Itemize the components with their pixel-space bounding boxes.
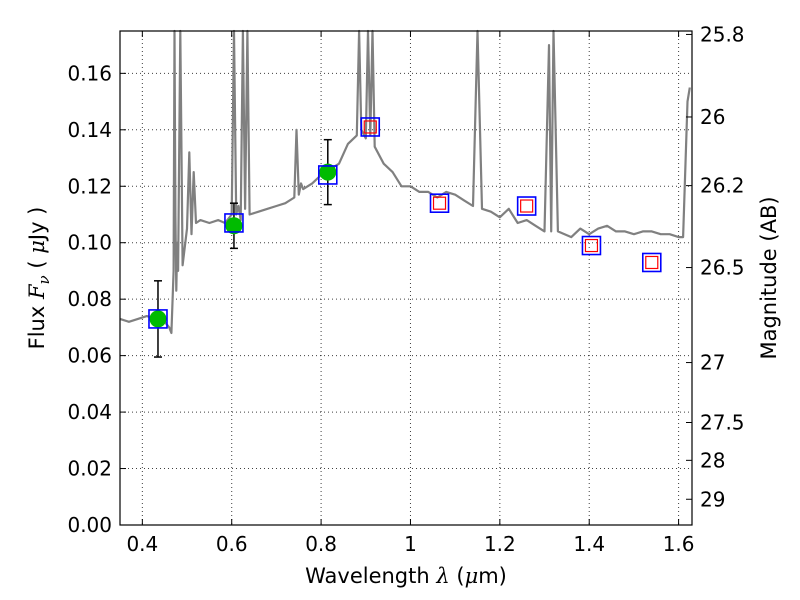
y2-tick-label-3: 26.5 [700, 256, 745, 280]
model-box-6 [581, 235, 602, 256]
y2-tick-label-2: 26.2 [700, 174, 745, 198]
y-tick-label-7: 0.14 [67, 118, 112, 142]
y-tick-label-1: 0.02 [67, 457, 112, 481]
model-box-2 [317, 165, 338, 185]
y-tick-label-4: 0.08 [67, 287, 112, 311]
y-tick-label-6: 0.12 [67, 174, 112, 198]
y2-tick-label-6: 28 [700, 448, 725, 472]
x-tick-label-6: 1.6 [663, 532, 695, 556]
spectrum-line [119, 29, 691, 335]
tick-layer: 0.4 0.6 0.8 1 1.2 1.4 1.6 0.00 0.02 0.04 0.06 0.08 0… [67, 22, 744, 556]
x-tick-label-4: 1.2 [484, 532, 516, 556]
measured-point-0 [149, 310, 167, 328]
y2-tick-label-1: 26 [700, 105, 725, 129]
inner-square-0 [363, 120, 377, 134]
y2-tick-label-0: 25.8 [700, 22, 745, 46]
y2-tick-label-7: 29 [700, 487, 725, 511]
y-tick-label-8: 0.16 [67, 61, 112, 85]
model-box-5 [516, 196, 537, 216]
x-tick-label-0: 0.4 [126, 532, 158, 556]
y2-axis-label: Magnitude (AB) [757, 196, 781, 359]
y-tick-label-5: 0.10 [67, 231, 112, 255]
model-box-1 [224, 213, 244, 233]
marker-layer [148, 117, 662, 358]
spectrum-layer [119, 29, 691, 335]
measured-point-2 [319, 163, 337, 181]
x-axis-label: Wavelength λ (μm) [305, 564, 507, 588]
y-tick-label-2: 0.04 [67, 400, 112, 424]
x-tick-label-3: 1 [404, 532, 417, 556]
inner-square-3 [584, 238, 599, 253]
x-tick-label-1: 0.6 [216, 532, 248, 556]
inner-square-2 [520, 199, 534, 213]
model-box-0 [148, 309, 168, 329]
y-tick-label-0: 0.00 [67, 513, 112, 537]
measured-point-1 [225, 217, 243, 235]
x-tick-label-2: 0.8 [305, 532, 337, 556]
y2-tick-label-4: 27 [700, 351, 725, 375]
inner-square-1 [432, 196, 447, 210]
model-box-4 [429, 193, 450, 213]
model-box-3 [360, 117, 381, 137]
inner-square-4 [645, 255, 659, 270]
y2-tick-label-5: 27.5 [700, 411, 745, 435]
y-tick-label-3: 0.06 [67, 344, 112, 368]
y-axis-label: Flux Fν ( μJy ) [25, 207, 53, 350]
model-box-7 [641, 252, 662, 273]
plot-frame [119, 30, 693, 526]
x-tick-label-5: 1.4 [573, 532, 605, 556]
